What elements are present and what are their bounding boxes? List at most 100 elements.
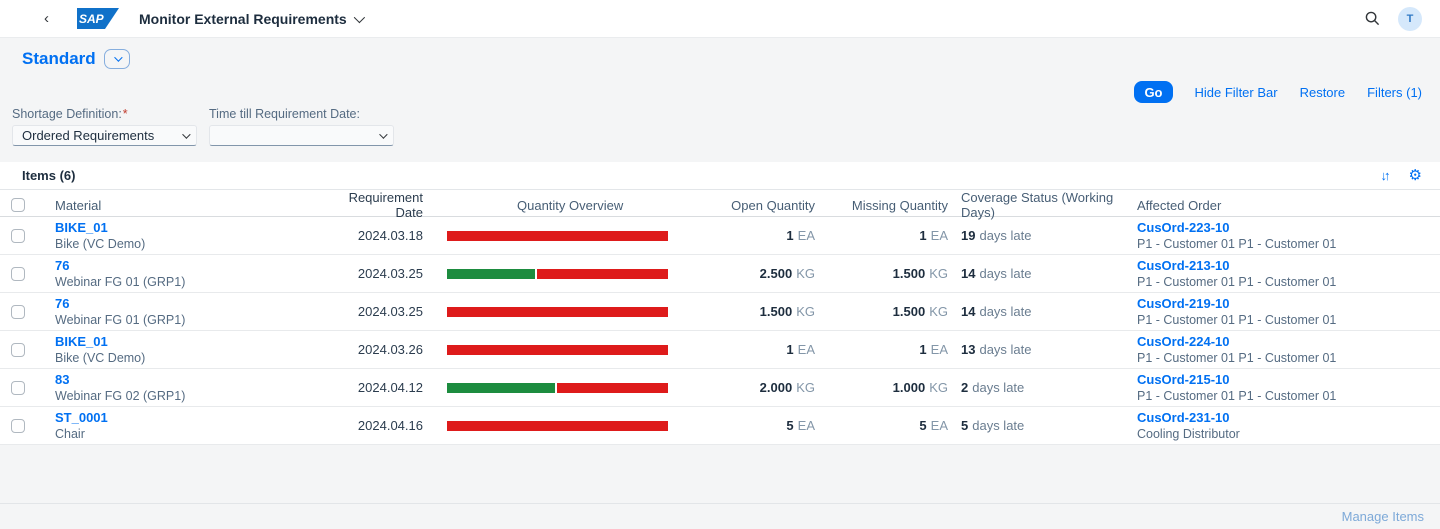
back-button[interactable]: ‹ [38, 9, 55, 28]
filter-label: Shortage Definition: [12, 107, 122, 121]
sap-logo: SAP [77, 8, 119, 29]
coverage-status: 19 days late [961, 228, 1032, 243]
row-checkbox[interactable] [11, 228, 25, 243]
col-header-quantity-overview: Quantity Overview [517, 197, 624, 213]
avatar[interactable]: T [1398, 6, 1422, 31]
hide-filter-bar-link[interactable]: Hide Filter Bar [1194, 84, 1278, 100]
select-value: Ordered Requirements [22, 128, 155, 143]
row-checkbox[interactable] [11, 266, 25, 281]
quantity-overview-bar [447, 230, 668, 241]
affected-order-description: P1 - Customer 01 P1 - Customer 01 [1137, 237, 1337, 251]
app-title-menu[interactable]: Monitor External Requirements [139, 11, 365, 27]
open-quantity: 1.500 KG [759, 304, 815, 319]
material-link[interactable]: ST_0001 [55, 410, 108, 425]
affected-order-link[interactable]: CusOrd-231-10 [1137, 410, 1230, 425]
filter-field-shortage-definition: Shortage Definition:* Ordered Requiremen… [12, 107, 197, 146]
material-link[interactable]: 76 [55, 258, 70, 273]
material-description: Webinar FG 01 (GRP1) [55, 275, 186, 289]
shortage-definition-select[interactable]: Ordered Requirements [12, 125, 197, 146]
quantity-overview-bar [447, 420, 668, 431]
missing-quantity: 1.500 KG [892, 266, 948, 281]
requirement-date: 2024.03.25 [357, 304, 423, 319]
affected-order-link[interactable]: CusOrd-224-10 [1137, 334, 1230, 349]
bar-fulfilled-segment [447, 268, 536, 279]
material-link[interactable]: 83 [55, 372, 70, 387]
affected-order-description: Cooling Distributor [1137, 427, 1240, 441]
items-table: Items (6) ↓↑ ⚙ Material Requirement Date… [0, 162, 1440, 445]
filter-field-time-till-requirement-date: Time till Requirement Date: [209, 107, 394, 146]
material-description: Bike (VC Demo) [55, 351, 146, 365]
col-header-affected-order: Affected Order [1137, 197, 1222, 213]
table-title: Items (6) [22, 168, 76, 183]
coverage-status: 5 days late [961, 418, 1025, 433]
row-checkbox[interactable] [11, 304, 25, 319]
col-header-missing-quantity: Missing Quantity [851, 197, 948, 213]
chevron-down-icon [182, 129, 191, 139]
row-checkbox[interactable] [11, 380, 25, 395]
bar-missing-segment [447, 420, 668, 431]
time-till-requirement-date-select[interactable] [209, 125, 394, 146]
search-button[interactable] [1365, 11, 1380, 26]
material-description: Webinar FG 01 (GRP1) [55, 313, 186, 327]
bar-missing-segment [447, 306, 668, 317]
quantity-overview-bar [447, 382, 668, 393]
bar-fulfilled-segment [447, 382, 556, 393]
affected-order-description: P1 - Customer 01 P1 - Customer 01 [1137, 313, 1337, 327]
variant-title[interactable]: Standard [22, 49, 96, 68]
open-quantity: 1 EA [786, 342, 815, 357]
bar-missing-segment [537, 268, 668, 279]
affected-order-link[interactable]: CusOrd-213-10 [1137, 258, 1230, 273]
bar-missing-segment [447, 230, 668, 241]
manage-items-link[interactable]: Manage Items [1341, 509, 1424, 524]
requirement-date: 2024.04.12 [357, 380, 423, 395]
material-description: Bike (VC Demo) [55, 237, 146, 251]
material-link[interactable]: 76 [55, 296, 70, 311]
table-settings-button[interactable]: ⚙ [1407, 166, 1424, 185]
required-asterisk: * [122, 107, 128, 121]
table-row: ST_0001 Chair 2024.04.16 5 EA 5 EA 5 days l… [0, 407, 1440, 445]
material-description: Chair [55, 427, 85, 441]
affected-order-description: P1 - Customer 01 P1 - Customer 01 [1137, 351, 1337, 365]
table-row: 76 Webinar FG 01 (GRP1) 2024.03.25 1.500… [0, 293, 1440, 331]
col-header-requirement-date: Requirement Date [348, 190, 423, 220]
coverage-status: 2 days late [961, 380, 1025, 395]
missing-quantity: 5 EA [919, 418, 948, 433]
variant-select-button[interactable] [103, 49, 130, 69]
bar-missing-segment [557, 382, 668, 393]
filter-bar-area: Standard Go Hide Filter Bar Restore Filt… [0, 38, 1440, 162]
affected-order-description: P1 - Customer 01 P1 - Customer 01 [1137, 275, 1337, 289]
affected-order-description: P1 - Customer 01 P1 - Customer 01 [1137, 389, 1337, 403]
col-header-material: Material [55, 197, 102, 213]
coverage-status: 14 days late [961, 266, 1032, 281]
affected-order-link[interactable]: CusOrd-219-10 [1137, 296, 1230, 311]
restore-link[interactable]: Restore [1299, 84, 1346, 100]
col-header-open-quantity: Open Quantity [731, 197, 815, 213]
filters-link[interactable]: Filters (1) [1367, 84, 1422, 100]
chevron-down-icon [113, 53, 123, 62]
select-all-checkbox[interactable] [11, 198, 25, 212]
table-row: 76 Webinar FG 01 (GRP1) 2024.03.25 2.500… [0, 255, 1440, 293]
go-button[interactable]: Go [1134, 81, 1173, 103]
sort-icon: ↓↑ [1380, 168, 1391, 183]
row-checkbox[interactable] [11, 342, 25, 357]
filter-label: Time till Requirement Date: [209, 107, 360, 121]
svg-text:SAP: SAP [79, 12, 105, 26]
open-quantity: 2.000 KG [759, 380, 815, 395]
material-link[interactable]: BIKE_01 [55, 220, 108, 235]
table-row: 83 Webinar FG 02 (GRP1) 2024.04.12 2.000… [0, 369, 1440, 407]
affected-order-link[interactable]: CusOrd-215-10 [1137, 372, 1230, 387]
gear-icon: ⚙ [1408, 167, 1422, 184]
sort-button[interactable]: ↓↑ [1379, 167, 1391, 184]
quantity-overview-bar [447, 306, 668, 317]
requirement-date: 2024.03.25 [357, 266, 423, 281]
material-link[interactable]: BIKE_01 [55, 334, 108, 349]
row-checkbox[interactable] [11, 418, 25, 433]
quantity-overview-bar [447, 344, 668, 355]
affected-order-link[interactable]: CusOrd-223-10 [1137, 220, 1230, 235]
missing-quantity: 1 EA [919, 342, 948, 357]
table-header-row: Material Requirement Date Quantity Overv… [0, 190, 1440, 220]
shell-bar: ‹ SAP Monitor External Requirements T [0, 0, 1440, 38]
